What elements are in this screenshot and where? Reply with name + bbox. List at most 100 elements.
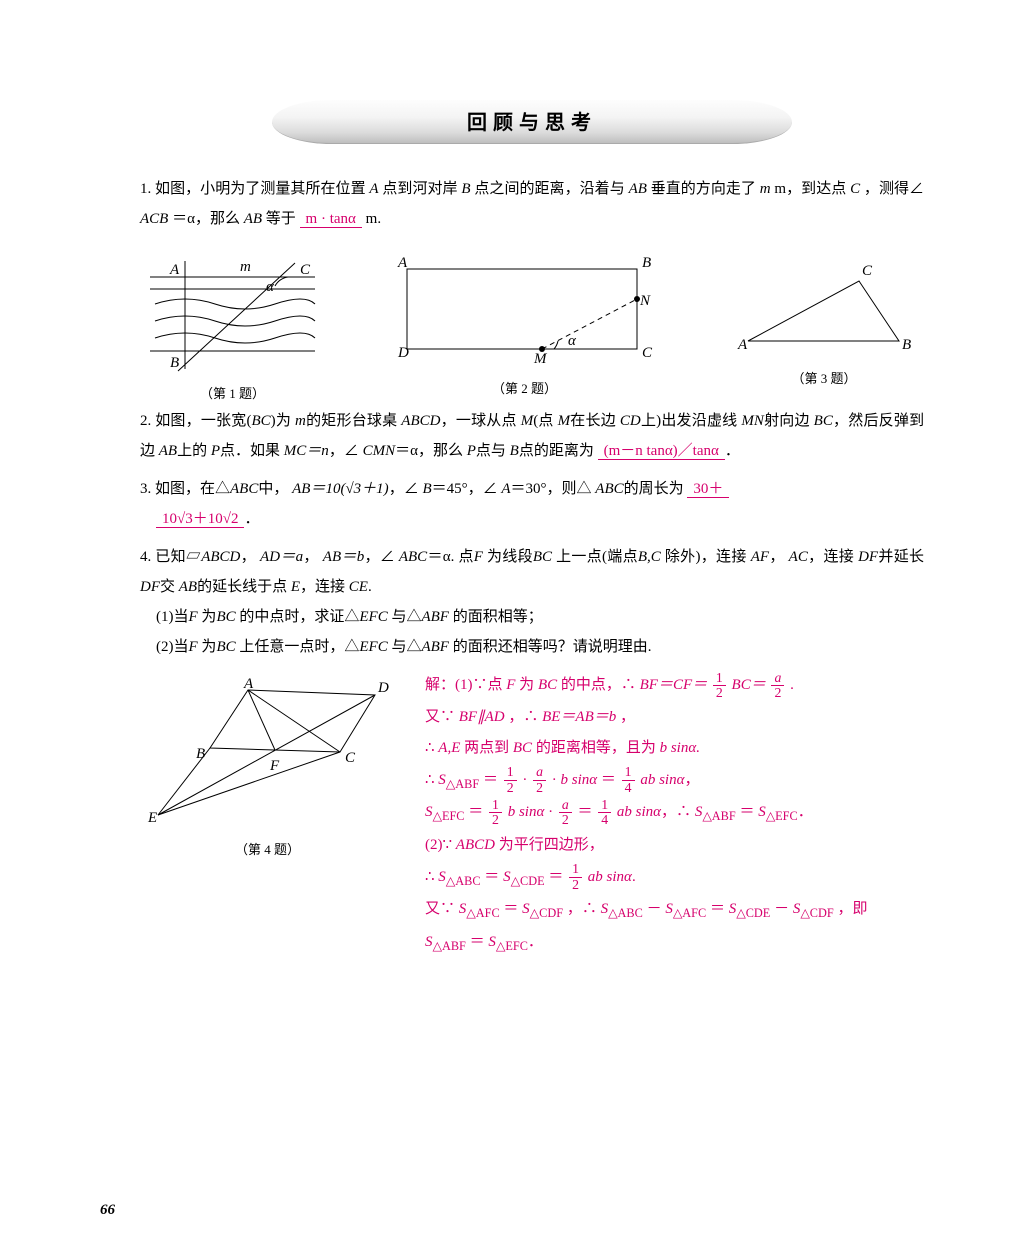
q2-answer: (m－n tanα)／tanα	[598, 443, 725, 460]
t5: △ABC	[446, 874, 481, 888]
t3: △ABF	[702, 809, 735, 823]
fda3: 2	[559, 813, 572, 827]
svg-text:A: A	[397, 255, 408, 271]
eq4: ＝	[577, 804, 592, 820]
q2-M: M	[521, 413, 534, 429]
q3-A: A	[501, 481, 510, 497]
q2-P: P	[211, 443, 220, 459]
q4-Bc: B,C	[638, 549, 661, 565]
abs3: ab sinα	[588, 869, 632, 885]
caption-1: （第 1 题）	[140, 383, 325, 402]
q4-p1: 已知▱	[155, 549, 201, 565]
q2-comma: ，∠	[329, 443, 359, 459]
fda2: 2	[533, 781, 546, 795]
t13: △ABF	[433, 939, 466, 953]
q4-CE: CE	[349, 579, 368, 595]
sol-line-6: (2)∵ ABCD 为平行四边形，	[425, 830, 924, 862]
q2-p12: 点与	[476, 443, 506, 459]
q4-p8: 除外)，连接	[665, 549, 747, 565]
eq7: ＝	[548, 869, 563, 885]
q1-t3: 点之间的距离，沿着与	[474, 181, 624, 197]
t2: △EFC	[433, 809, 465, 823]
q1-t2: 点到河对岸	[382, 181, 457, 197]
bs1: b sinα	[561, 772, 598, 788]
svg-text:C: C	[862, 263, 873, 279]
q4-eqa: ＝α.	[427, 549, 454, 565]
sol-line-1: 解：(1)∵点 F 为 BC 的中点，∴ BF＝CF＝ 12 BC＝ a2 .	[425, 670, 924, 702]
fna: a	[771, 671, 784, 686]
S9: S	[601, 901, 609, 917]
q3-eq45: ＝45°，∠	[432, 481, 498, 497]
sol-line-7: ∴ S△ABC ＝ S△CDE ＝ 12 ab sinα.	[425, 862, 924, 895]
q3-answer-1: 30＋	[687, 481, 729, 498]
sol-l1a: 解：(1)∵点	[425, 677, 503, 693]
S13: S	[425, 934, 433, 950]
q4-sub1c: 的中点时，求证△	[239, 609, 359, 625]
sol-l2b: ，∴	[508, 709, 538, 725]
q2-num: 2.	[140, 413, 151, 429]
sol-line-2: 又∵ BF∥AD ，∴ BE＝AB＝b ，	[425, 702, 924, 734]
q2-p10: 上的	[177, 443, 207, 459]
q1-m: m	[760, 181, 771, 197]
S5: S	[438, 869, 446, 885]
S10: S	[665, 901, 673, 917]
q4-sub1b2: 为	[201, 639, 216, 655]
q3-B: B	[422, 481, 431, 497]
fh5: 1	[598, 798, 611, 813]
q4-E: E	[291, 579, 300, 595]
sol-l3b: 两点到	[464, 740, 509, 756]
eq8: ＝	[503, 901, 518, 917]
S4: S	[758, 804, 766, 820]
fig2-svg: A B C D M N α	[382, 249, 667, 369]
q4-ABC: ABC	[399, 549, 427, 565]
q2-p6: 在长边	[570, 413, 616, 429]
q1-A: A	[369, 181, 378, 197]
q3-ABC: ABC	[230, 481, 258, 497]
svg-text:B: B	[902, 337, 911, 353]
sol-l7a: ∴	[425, 869, 435, 885]
sol-line-5: S△EFC ＝ 12 b sinα · a2 ＝ 14 ab sinα，∴ S△…	[425, 797, 924, 830]
q2-p2: )为	[271, 413, 291, 429]
q1-text: 如图，小明为了测量其所在位置	[155, 181, 366, 197]
fna3: a	[559, 798, 572, 813]
svg-text:B: B	[170, 355, 179, 371]
t6: △CDE	[511, 874, 545, 888]
q4-p10: 并延长	[878, 549, 924, 565]
q4-p2: ，	[240, 549, 256, 565]
svg-text:A: A	[737, 337, 748, 353]
q3-ABeq: AB＝10(√3＋1)	[292, 481, 389, 497]
fh4: 1	[489, 798, 502, 813]
sol-l6a: (2)∵	[425, 837, 452, 853]
q1-unit: m，到达点	[774, 181, 846, 197]
t9: △ABC	[608, 906, 643, 920]
page-number: 66	[100, 1202, 115, 1219]
sbsin: b sinα.	[660, 740, 700, 756]
S2: S	[425, 804, 433, 820]
q3-answer-2: 10√3＋10√2	[156, 511, 244, 528]
q1-t5: ，测得∠	[864, 181, 924, 197]
q4-sub1d: 与△	[391, 609, 421, 625]
sAE: A,E	[438, 740, 460, 756]
eq9: ＝	[710, 901, 725, 917]
q3-p3: ，∠	[389, 481, 419, 497]
q1-C: C	[850, 181, 860, 197]
q4-sub1d2: 与△	[391, 639, 421, 655]
sol-line-3: ∴ A,E 两点到 BC 的距离相等，且为 b sinα.	[425, 733, 924, 765]
q3-p1: 如图，在△	[155, 481, 230, 497]
fh2: 1	[504, 765, 517, 780]
S1: S	[438, 772, 446, 788]
svg-text:N: N	[639, 293, 651, 309]
q3-eq30: ＝30°，则△	[511, 481, 592, 497]
q2-CD: CD	[620, 413, 641, 429]
fd2: 2	[504, 781, 517, 795]
fig4-svg: A D B C E F	[140, 670, 395, 830]
q2-m: m	[295, 413, 306, 429]
svg-text:E: E	[147, 810, 157, 826]
fh6: 1	[569, 862, 582, 877]
q2-CMN: CMN	[363, 443, 396, 459]
eq6: ＝	[484, 869, 499, 885]
q4-p3: ，	[303, 549, 319, 565]
q1-AB: AB	[629, 181, 647, 197]
q2-MN: MN	[741, 413, 764, 429]
q4-p7: 上一点(端点	[556, 549, 638, 565]
